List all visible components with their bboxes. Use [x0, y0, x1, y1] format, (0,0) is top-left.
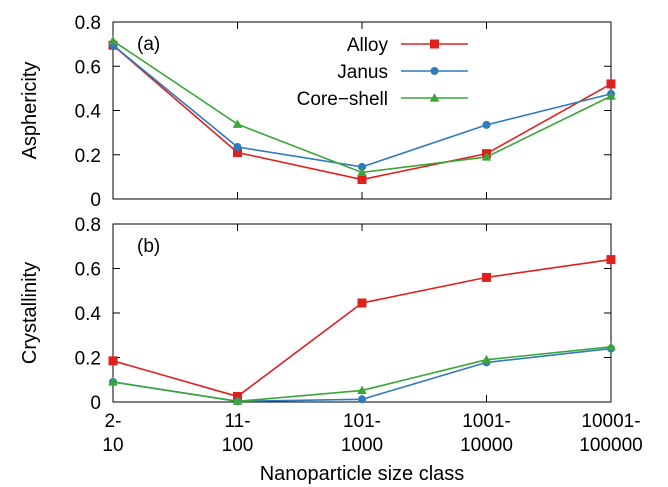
chart-panel-a: 0 0.2 0.4 0.6 0.8 Asphericity (a) Alloy Janus Cor…	[19, 13, 616, 211]
y-tick-label: 0.6	[75, 57, 101, 78]
legend-entry-label: Core−shell	[297, 89, 388, 110]
legend-entry-marker	[430, 67, 439, 75]
data-point	[233, 148, 242, 158]
data-point	[606, 91, 616, 100]
y-tick-label: 0.6	[75, 260, 101, 281]
y-tick-label: 0.2	[75, 349, 101, 370]
chart-panel-b: 0 0.2 0.4 0.6 0.8 Crystallinity (b) 2-10 11-100 1…	[19, 215, 643, 485]
data-point	[481, 354, 492, 364]
data-point	[606, 255, 616, 265]
data-point	[481, 152, 492, 161]
x-tick-label: 2-10	[102, 411, 123, 456]
data-point	[606, 342, 616, 351]
data-point	[482, 272, 491, 282]
legend-entry-label: Janus	[337, 62, 388, 83]
data-point	[108, 377, 118, 386]
legend: Alloy Janus Core−shell	[297, 35, 468, 110]
y-tick-label: 0.4	[75, 102, 102, 123]
data-point	[357, 298, 367, 308]
y-tick-label: 0.8	[75, 215, 101, 236]
data-point	[108, 36, 118, 45]
x-tick-label: 11-100	[222, 411, 254, 456]
series-janus	[109, 41, 615, 171]
y-tick-label: 0	[90, 190, 101, 211]
plot-frame	[112, 223, 612, 403]
data-point	[482, 120, 491, 129]
series-alloy	[108, 255, 616, 401]
data-point	[606, 79, 616, 89]
data-point	[233, 143, 242, 152]
y-tick-label: 0.2	[75, 146, 101, 167]
x-tick-label: 1001-10000	[460, 411, 513, 456]
data-point	[232, 119, 243, 128]
legend-entry-label: Alloy	[347, 35, 389, 56]
data-point	[358, 162, 366, 171]
data-point	[108, 356, 118, 366]
data-point	[357, 385, 367, 395]
legend-entry-marker	[430, 39, 439, 49]
series-core-shell	[108, 342, 616, 405]
data-point	[233, 391, 242, 401]
y-tick-label: 0.4	[75, 304, 102, 325]
y-tick-label: 0	[90, 393, 101, 414]
series-core-shell	[108, 36, 616, 177]
panel-label: (a)	[137, 34, 160, 55]
series-line	[112, 258, 612, 398]
panel-label: (b)	[137, 236, 160, 257]
y-axis-label: Crystallinity	[19, 262, 41, 364]
legend-entry-marker	[429, 93, 440, 102]
x-tick-label: 10001-100000	[579, 411, 642, 456]
data-point	[358, 395, 366, 404]
x-tick-label: 101-1000	[341, 411, 383, 456]
x-axis-label: Nanoparticle size class	[260, 463, 465, 485]
data-point	[232, 396, 243, 405]
data-point	[357, 167, 367, 177]
y-axis-label: Asphericity	[19, 62, 41, 160]
data-point	[357, 175, 367, 185]
y-tick-label: 0.8	[75, 13, 101, 34]
